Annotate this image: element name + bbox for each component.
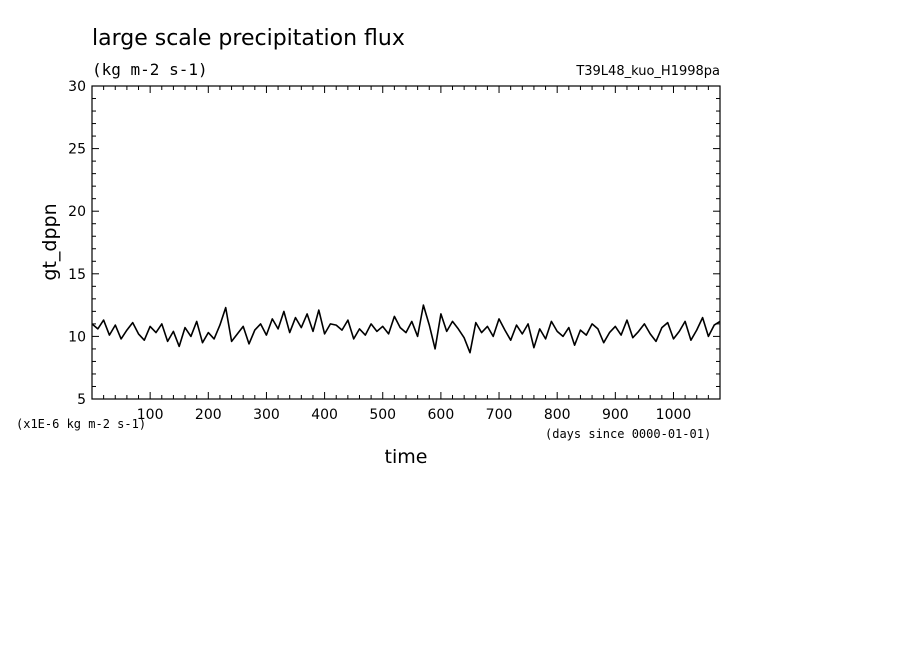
x-tick-label: 800 <box>544 407 571 423</box>
y-tick-labels: 5 10 15 20 25 30 <box>68 79 86 408</box>
x-units-note: (days since 0000-01-01) <box>545 427 711 441</box>
y-tick-label: 5 <box>77 392 86 408</box>
x-axis-label: time <box>385 446 428 468</box>
x-tick-label: 200 <box>195 407 222 423</box>
x-tick-label: 1000 <box>656 407 692 423</box>
series-line <box>91 304 721 354</box>
x-tick-label: 600 <box>428 407 455 423</box>
chart-title: large scale precipitation flux <box>92 26 405 51</box>
chart-units-label: (kg m-2 s-1) <box>92 60 208 79</box>
y-scale-note: (x1E-6 kg m-2 s-1) <box>16 417 146 431</box>
x-tick-label: 900 <box>602 407 629 423</box>
x-tick-label: 400 <box>311 407 338 423</box>
y-tick-label: 10 <box>68 329 86 345</box>
y-tick-label: 15 <box>68 267 86 283</box>
x-tick-labels: 100 200 300 400 500 600 700 800 900 1000 <box>137 407 692 423</box>
x-tick-label: 100 <box>137 407 164 423</box>
x-tick-label: 700 <box>486 407 513 423</box>
run-label: T39L48_kuo_H1998pa <box>575 64 720 79</box>
x-tick-label: 300 <box>253 407 280 423</box>
y-tick-label: 20 <box>68 204 86 220</box>
plot-frame <box>91 85 721 400</box>
y-tick-label: 30 <box>68 79 86 95</box>
y-tick-label: 25 <box>68 142 86 158</box>
x-tick-label: 500 <box>369 407 396 423</box>
y-axis-label: gt_dppn <box>39 203 61 280</box>
axis-ticks <box>92 85 720 400</box>
